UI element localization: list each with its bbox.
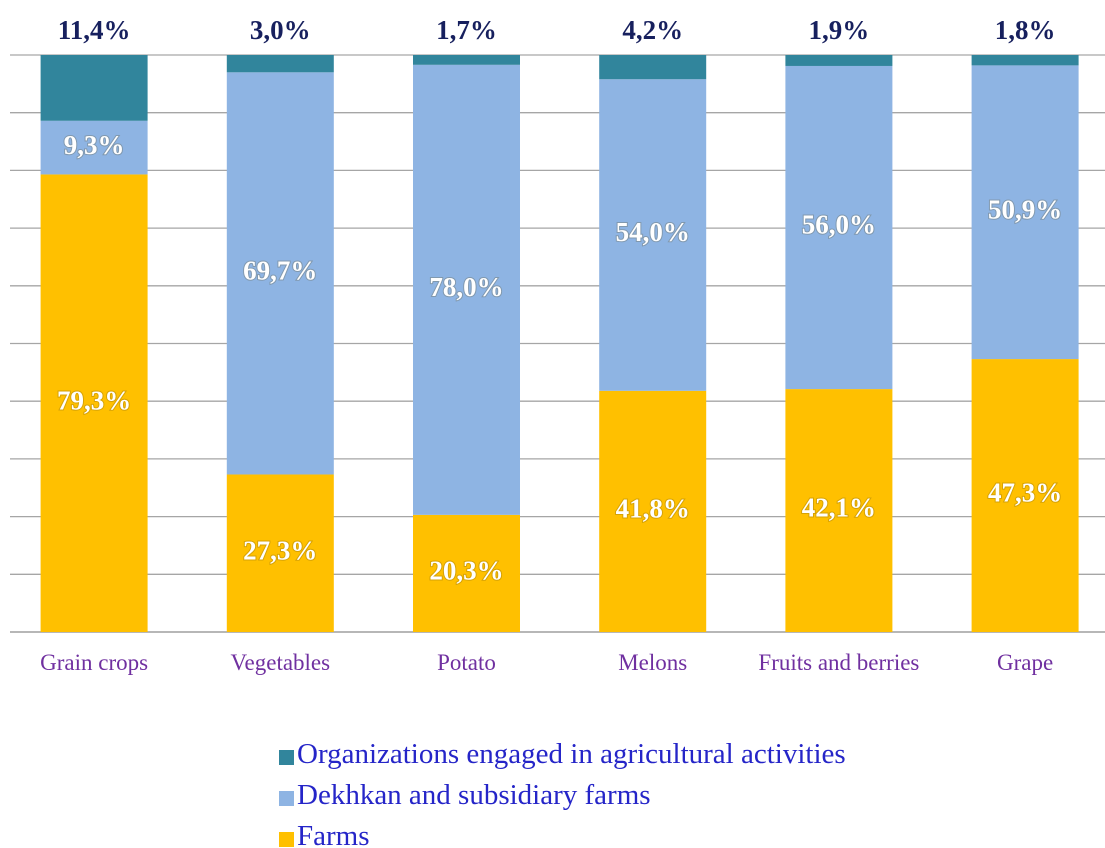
legend-label: Farms xyxy=(297,820,370,848)
x-tick-label: Fruits and berries xyxy=(758,650,920,675)
bar-segment xyxy=(971,65,1079,360)
data-label: 27,3% xyxy=(243,535,317,565)
bar-segment xyxy=(40,174,148,632)
bar-segment xyxy=(226,72,334,475)
bar-segment xyxy=(226,55,334,73)
data-label: 54,0% xyxy=(616,217,690,247)
bar-segment xyxy=(226,474,334,632)
data-label: 1,8% xyxy=(995,15,1056,45)
x-tick-label: Vegetables xyxy=(230,650,331,675)
data-label: 4,2% xyxy=(622,15,683,45)
x-tick-label: Potato xyxy=(437,650,496,675)
x-tick-label: Grape xyxy=(997,650,1054,675)
legend-label: Dekhkan and subsidiary farms xyxy=(297,779,651,811)
bar-segment xyxy=(40,120,148,175)
data-label: 41,8% xyxy=(616,494,690,524)
data-label: 56,0% xyxy=(802,210,876,240)
bar-segment xyxy=(785,65,893,390)
bar-segment xyxy=(40,55,148,121)
data-label: 78,0% xyxy=(429,272,503,302)
bar-segment xyxy=(413,55,520,65)
bar-segment xyxy=(599,390,707,632)
data-label: 11,4% xyxy=(58,15,131,45)
x-tick-label: Melons xyxy=(618,650,688,675)
bar-segment xyxy=(413,64,520,515)
data-label: 9,3% xyxy=(64,130,125,160)
x-tick-label: Grain crops xyxy=(40,650,149,675)
data-label: 42,1% xyxy=(802,493,876,523)
legend-swatch xyxy=(279,832,294,847)
data-label: 79,3% xyxy=(57,385,131,415)
bar-segment xyxy=(599,79,707,391)
data-label: 50,9% xyxy=(988,194,1062,224)
bar-segment xyxy=(971,55,1079,66)
bar-segment xyxy=(785,389,893,632)
legend-swatch xyxy=(279,750,294,765)
bar-segment xyxy=(413,514,520,632)
legend-label: Organizations engaged in agricultural ac… xyxy=(297,738,846,770)
data-label: 1,9% xyxy=(809,15,870,45)
bar-segment xyxy=(599,55,707,80)
legend-swatch xyxy=(279,791,294,806)
bar-segment xyxy=(971,359,1079,632)
data-label: 3,0% xyxy=(250,15,311,45)
data-label: 1,7% xyxy=(436,15,497,45)
bar-segment xyxy=(785,55,893,66)
data-label: 69,7% xyxy=(243,256,317,286)
data-label: 20,3% xyxy=(429,556,503,586)
data-label: 47,3% xyxy=(988,478,1062,508)
